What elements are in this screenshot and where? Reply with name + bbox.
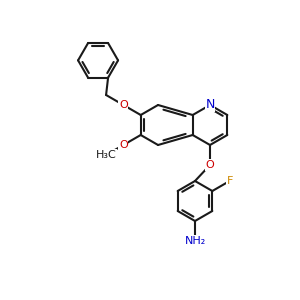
Text: O: O — [119, 100, 128, 110]
Text: NH₂: NH₂ — [184, 236, 206, 246]
Text: H₃C: H₃C — [96, 150, 116, 160]
Text: N: N — [205, 98, 215, 112]
Text: F: F — [226, 176, 233, 186]
Text: O: O — [206, 160, 214, 170]
Text: O: O — [119, 140, 128, 150]
